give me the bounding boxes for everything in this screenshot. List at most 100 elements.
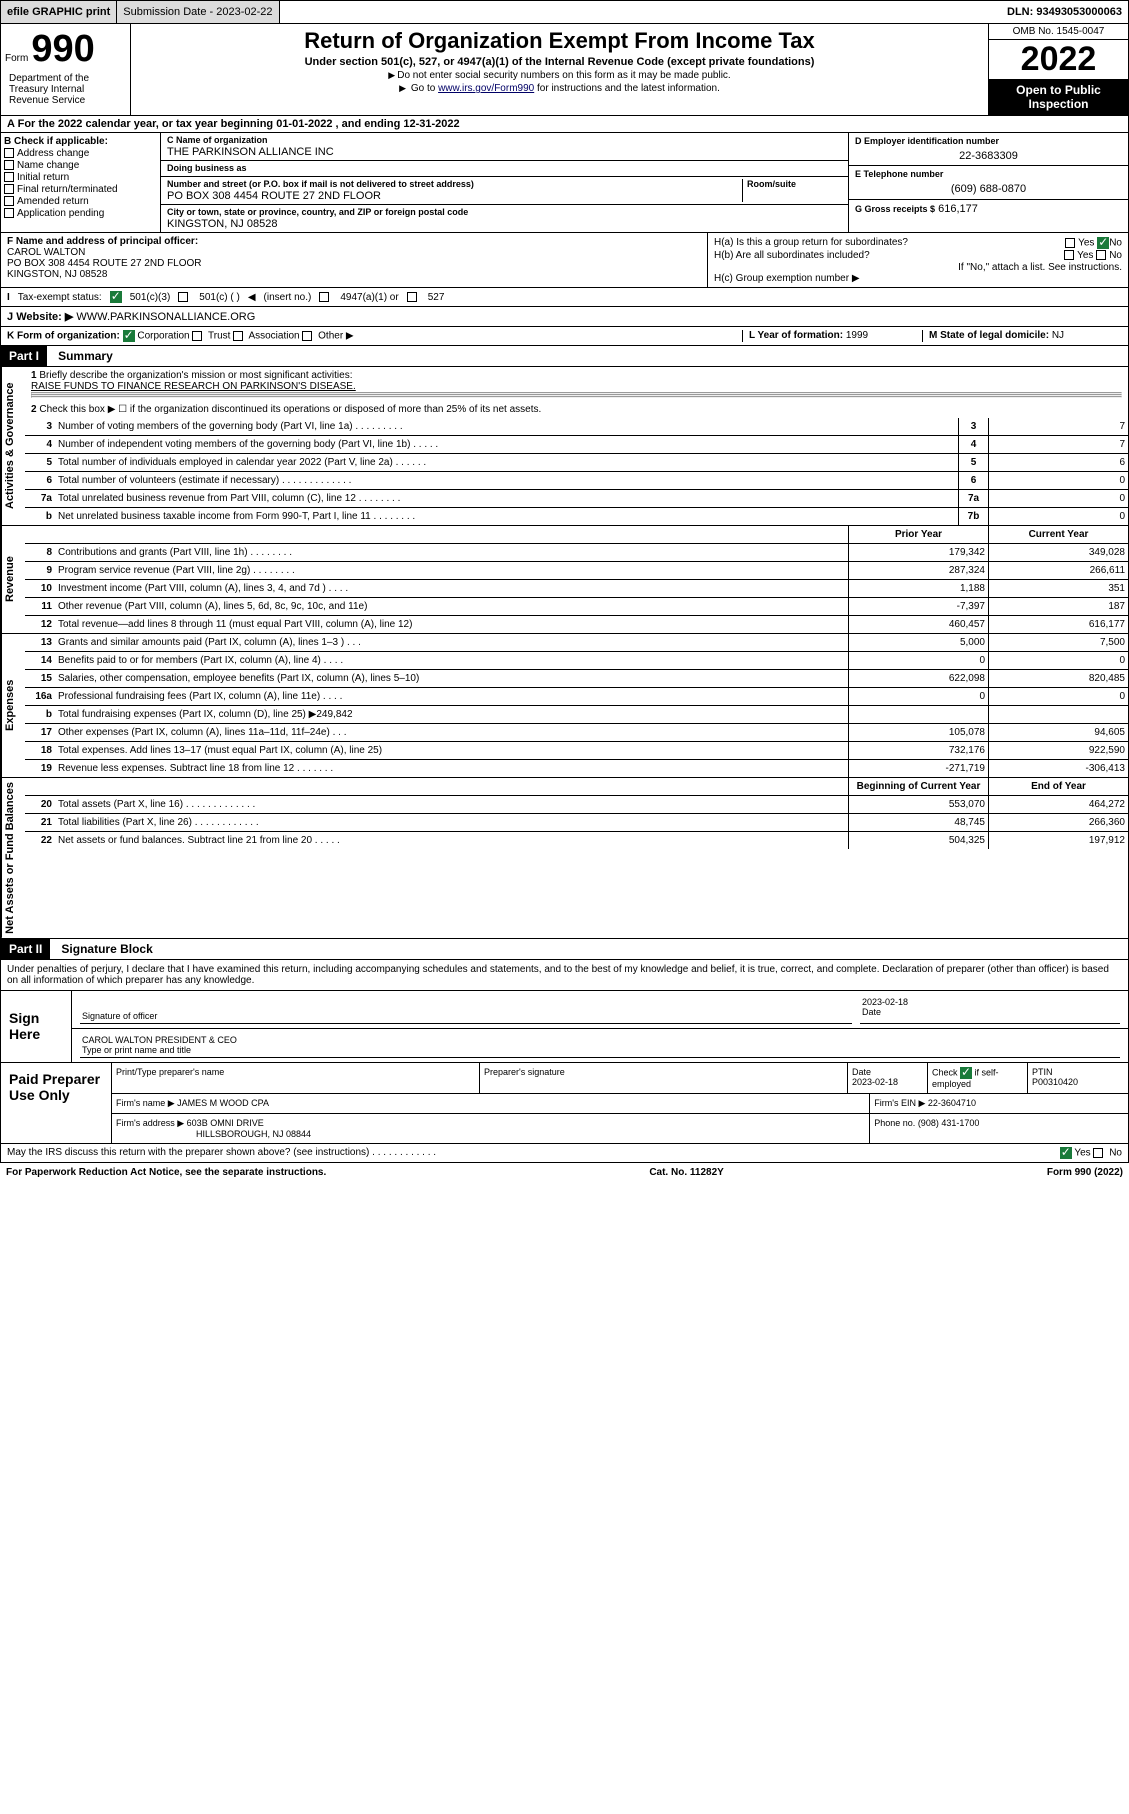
table-row: bNet unrelated business taxable income f… [25,508,1128,525]
table-row: 22Net assets or fund balances. Subtract … [25,832,1128,849]
net-section: Net Assets or Fund Balances Beginning of… [0,778,1129,939]
col-de: D Employer identification number 22-3683… [848,133,1128,232]
col-headers: Prior Year Current Year [25,526,1128,544]
hb-note: If "No," attach a list. See instructions… [714,262,1122,273]
note-post: for instructions and the latest informat… [537,83,720,94]
officer-addr2: KINGSTON, NJ 08528 [7,269,701,280]
colb-opt[interactable]: Address change [4,148,157,159]
colb-opt[interactable]: Application pending [4,208,157,219]
col-b: B Check if applicable: Address changeNam… [1,133,161,232]
form-number: 990 [31,28,94,70]
discuss-no-chk[interactable] [1093,1148,1103,1158]
hc-label: H(c) Group exemption number ▶ [714,273,1122,284]
table-row: 18Total expenses. Add lines 13–17 (must … [25,742,1128,760]
ha-no-chk[interactable] [1097,237,1109,249]
form-org-label: K Form of organization: [7,331,120,342]
rev-vlabel: Revenue [1,526,25,633]
colb-opt[interactable]: Amended return [4,196,157,207]
table-row: 15Salaries, other compensation, employee… [25,670,1128,688]
table-row: 20Total assets (Part X, line 16) . . . .… [25,796,1128,814]
501c-chk[interactable] [178,292,188,302]
room-label: Room/suite [747,179,842,189]
hb-label: H(b) Are all subordinates included? [714,250,870,261]
table-row: 7aTotal unrelated business revenue from … [25,490,1128,508]
prep-name-label: Print/Type preparer's name [112,1063,480,1093]
firm-ein: 22-3604710 [928,1098,976,1108]
4947-chk[interactable] [319,292,329,302]
firm-name: JAMES M WOOD CPA [177,1098,269,1108]
row-l: L Year of formation: 1999 [742,330,922,342]
sig-date: 2023-02-18 [862,997,1118,1007]
other-chk[interactable] [302,331,312,341]
exp-section: Expenses 13Grants and similar amounts pa… [0,634,1129,778]
block-bcdeg: B Check if applicable: Address changeNam… [0,133,1129,233]
table-row: 3Number of voting members of the governi… [25,418,1128,436]
col-b-opts: Address changeName changeInitial returnF… [4,148,157,219]
trust-chk[interactable] [192,331,202,341]
rev-section: Revenue Prior Year Current Year 8Contrib… [0,526,1129,634]
paid-block: Paid Preparer Use Only Print/Type prepar… [0,1063,1129,1144]
beg-year-hdr: Beginning of Current Year [848,778,988,795]
discuss-text: May the IRS discuss this return with the… [7,1147,436,1159]
prior-year-hdr: Prior Year [848,526,988,543]
gov-vlabel: Activities & Governance [1,367,25,525]
hb-no-chk[interactable] [1096,250,1106,260]
colb-opt[interactable]: Initial return [4,172,157,183]
table-row: 19Revenue less expenses. Subtract line 1… [25,760,1128,777]
form-title: Return of Organization Exempt From Incom… [135,28,984,54]
org-name-label: C Name of organization [167,135,842,145]
col-b-label: B Check if applicable: [4,136,157,147]
part2-label: Part II [1,939,50,959]
527-chk[interactable] [407,292,417,302]
col-h: H(a) Is this a group return for subordin… [708,233,1128,287]
table-row: 21Total liabilities (Part X, line 26) . … [25,814,1128,832]
footer: For Paperwork Reduction Act Notice, see … [0,1163,1129,1182]
table-row: 13Grants and similar amounts paid (Part … [25,634,1128,652]
self-emp-chk[interactable] [960,1067,972,1079]
ein-label: D Employer identification number [855,136,1122,146]
street-label: Number and street (or P.O. box if mail i… [167,179,742,189]
col-f: F Name and address of principal officer:… [1,233,708,287]
table-row: bTotal fundraising expenses (Part IX, co… [25,706,1128,724]
officer-name: CAROL WALTON [7,247,701,258]
ha-yes-chk[interactable] [1065,238,1075,248]
row-klm: K Form of organization: Corporation Trus… [0,327,1129,346]
ein: 22-3683309 [855,150,1122,162]
501c3-chk[interactable] [110,291,122,303]
q1: 1 Briefly describe the organization's mi… [25,367,1128,401]
corp-chk[interactable] [123,330,135,342]
irs-link[interactable]: www.irs.gov/Form990 [438,83,534,94]
firm-phone: (908) 431-1700 [918,1118,980,1128]
table-row: 8Contributions and grants (Part VIII, li… [25,544,1128,562]
top-bar: efile GRAPHIC print Submission Date - 20… [0,0,1129,24]
sig-name: CAROL WALTON PRESIDENT & CEO [82,1035,1118,1045]
hb-yes-chk[interactable] [1064,250,1074,260]
assoc-chk[interactable] [233,331,243,341]
website[interactable]: WWW.PARKINSONALLIANCE.ORG [76,311,255,323]
prep-date: 2023-02-18 [852,1077,898,1087]
row-m: M State of legal domicile: NJ [922,330,1122,342]
omb-number: OMB No. 1545-0047 [989,24,1128,40]
colb-opt[interactable]: Final return/terminated [4,184,157,195]
sig-officer-label: Signature of officer [82,1011,850,1021]
sign-block: Sign Here Signature of officer 2023-02-1… [0,991,1129,1063]
discuss-yes-chk[interactable] [1060,1147,1072,1159]
footer-right: Form 990 (2022) [1047,1167,1123,1178]
section-a: A For the 2022 calendar year, or tax yea… [0,116,1129,133]
row-k: K Form of organization: Corporation Trus… [7,330,742,342]
colb-opt[interactable]: Name change [4,160,157,171]
gov-section: Activities & Governance 1 Briefly descri… [0,367,1129,526]
table-row: 9Program service revenue (Part VIII, lin… [25,562,1128,580]
city-label: City or town, state or province, country… [167,207,842,217]
officer-label: F Name and address of principal officer: [7,236,701,247]
table-row: 12Total revenue—add lines 8 through 11 (… [25,616,1128,633]
form-subtitle: Under section 501(c), 527, or 4947(a)(1)… [135,56,984,68]
table-row: 14Benefits paid to or for members (Part … [25,652,1128,670]
phone: (609) 688-0870 [855,183,1122,195]
row-j: J Website: ▶ WWW.PARKINSONALLIANCE.ORG [0,307,1129,327]
tax-status-label: Tax-exempt status: [18,292,102,303]
note-pre: Go to [411,83,438,94]
form-label: Form [5,53,28,64]
city: KINGSTON, NJ 08528 [167,218,842,230]
efile-button[interactable]: efile GRAPHIC print [1,1,117,23]
